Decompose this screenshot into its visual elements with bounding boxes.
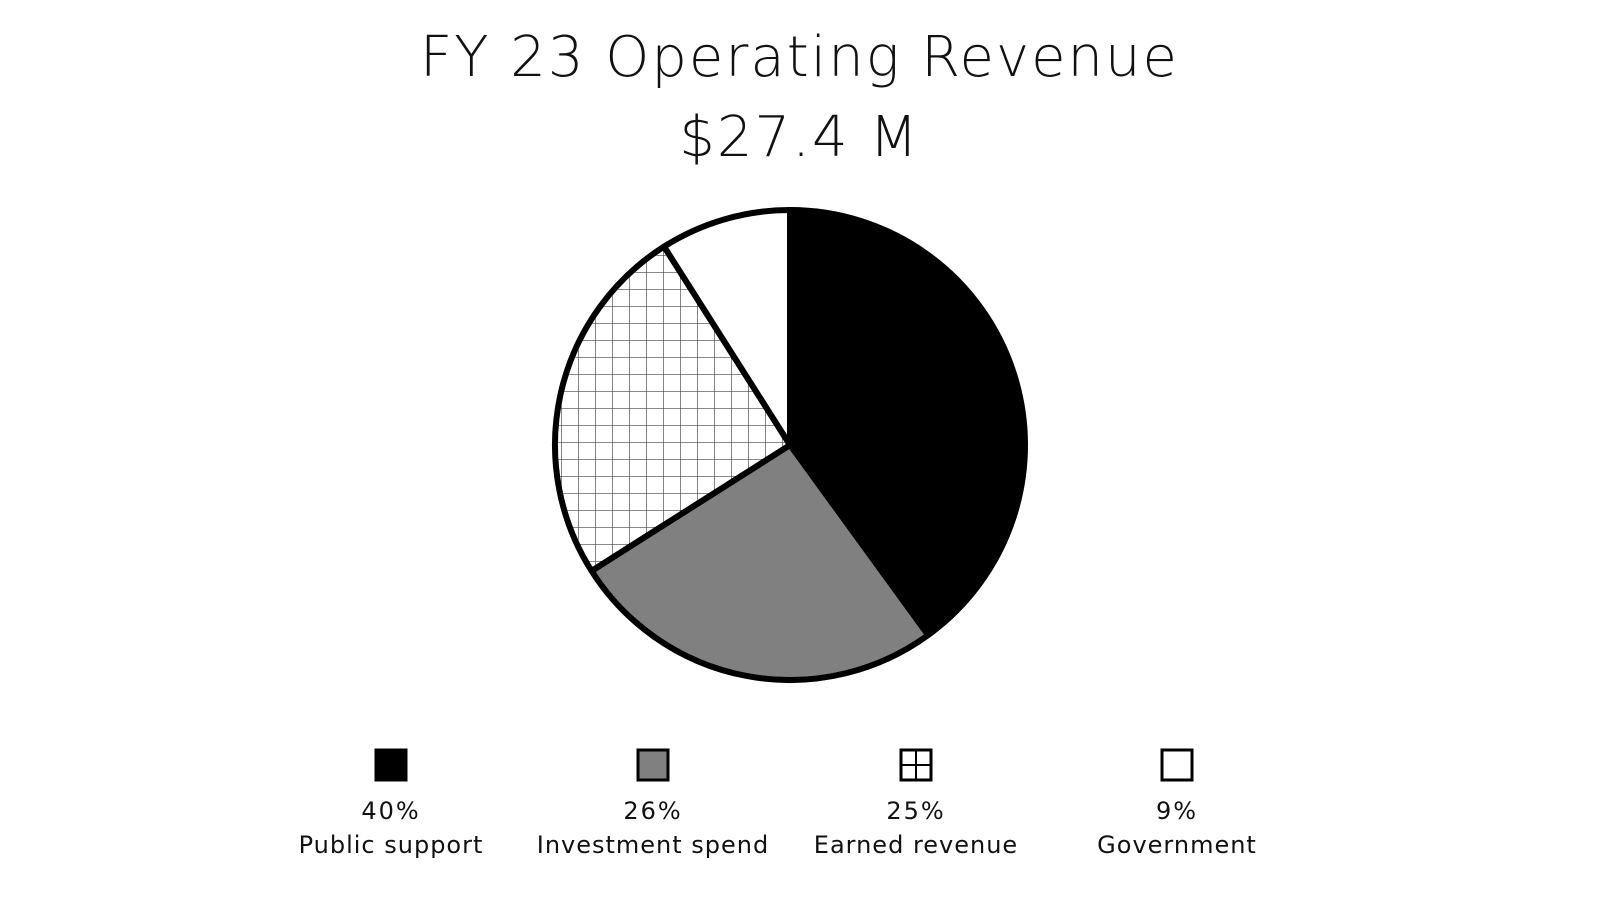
legend-label: Earned revenue (813, 831, 1019, 859)
legend-label: Investment spend (536, 831, 770, 859)
legend-swatch-investment-spend (636, 748, 670, 782)
pie-slice-investment-spend (588, 442, 932, 683)
legend-item-public-support: 40% Public support (271, 748, 511, 860)
legend-percent: 25% (886, 797, 946, 825)
legend-label: Public support (298, 831, 484, 859)
legend-swatch-public-support (374, 748, 408, 782)
chart-subtitle: $27.4 M (679, 105, 920, 170)
pie-slice-government (661, 207, 793, 448)
legend-percent: 26% (623, 797, 683, 825)
legend-item-government: 9% Government (1057, 748, 1297, 860)
chart-title: FY 23 Operating Revenue (420, 25, 1179, 90)
legend-swatch-earned-revenue (899, 748, 933, 782)
legend-swatch-government (1160, 748, 1194, 782)
legend-percent: 9% (1155, 797, 1199, 825)
legend-percent: 40% (361, 797, 421, 825)
legend-label: Government (1097, 831, 1257, 859)
legend-item-earned-revenue: 25% Earned revenue (796, 748, 1036, 860)
pie-slice-public-support (787, 207, 1028, 639)
legend-item-investment-spend: 26% Investment spend (533, 748, 773, 860)
chart-legend: 40% Public support 26% Investment spend 25% E… (0, 748, 1599, 868)
pie-slice-earned-revenue (552, 243, 793, 574)
pie-slices (552, 207, 1028, 683)
